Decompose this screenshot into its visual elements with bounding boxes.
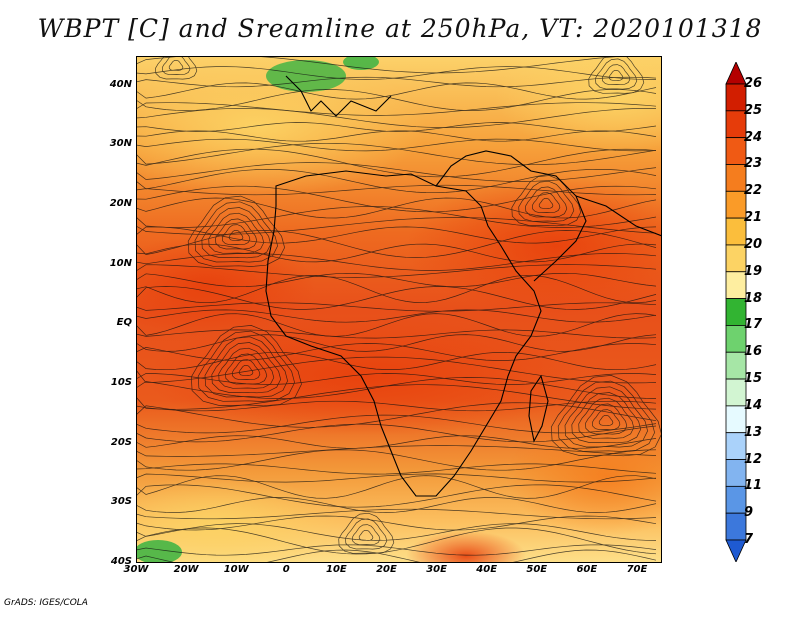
x-tick-label: 30W <box>123 564 149 575</box>
map-canvas <box>136 56 662 563</box>
colorbar <box>724 61 748 566</box>
colorbar-swatch <box>725 325 747 353</box>
y-tick-label: 20S <box>110 436 132 448</box>
colorbar-swatch <box>725 244 747 273</box>
colorbar-label: 12 <box>744 451 763 467</box>
colorbar-label: 17 <box>744 317 763 333</box>
colorbar-swatch <box>725 83 747 112</box>
y-tick-label: 10S <box>110 377 132 389</box>
y-tick-label: EQ <box>116 317 132 329</box>
colorbar-swatch <box>725 378 747 407</box>
colorbar-label: 11 <box>744 478 763 494</box>
x-tick-label: 10E <box>326 564 347 575</box>
colorbar-label: 26 <box>744 76 763 91</box>
colorbar-min-arrow <box>725 539 747 563</box>
colorbar-label: 16 <box>744 344 763 360</box>
colorbar-label: 19 <box>744 263 763 279</box>
colorbar-label: 14 <box>744 397 763 413</box>
colorbar-label: 24 <box>744 129 763 145</box>
colorbar-label: 18 <box>744 290 763 306</box>
colorbar-label: 7 <box>744 532 754 547</box>
colorbar-swatch <box>725 110 747 139</box>
colorbar-label: 13 <box>744 424 763 440</box>
colorbar-swatch <box>725 137 747 165</box>
colorbar-max-arrow <box>725 61 747 85</box>
coastlines <box>265 75 662 497</box>
colorbar-label: 9 <box>744 505 754 521</box>
colorbar-swatch <box>725 351 747 380</box>
chart-title: WBPT [C] and Sreamline at 250hPa, VT: 20… <box>37 14 763 43</box>
colorbar-swatches <box>725 61 747 563</box>
streamlines <box>136 56 662 563</box>
x-tick-label: 10W <box>223 564 249 575</box>
x-tick-label: 30E <box>426 564 447 575</box>
x-tick-label: 50E <box>526 564 548 575</box>
colorbar-label: 25 <box>744 102 763 118</box>
x-tick-label: 70E <box>626 564 648 575</box>
colorbar-swatch <box>725 512 747 541</box>
colorbar-label: 22 <box>744 183 763 199</box>
grads-credit: GrADS: IGES/COLA <box>4 598 88 608</box>
colorbar-swatch <box>725 190 747 219</box>
y-tick-label: 10N <box>109 257 132 269</box>
colorbar-label: 20 <box>744 236 763 252</box>
plot-frame <box>136 56 662 563</box>
colorbar-swatch <box>725 271 747 299</box>
x-tick-label: 60E <box>576 564 598 575</box>
colorbar-label: 23 <box>744 156 763 172</box>
colorbar-swatch <box>725 164 747 192</box>
x-tick-label: 20E <box>376 564 397 575</box>
y-tick-label: 20N <box>109 198 132 210</box>
y-tick-label: 40N <box>109 78 132 90</box>
colorbar-label: 15 <box>744 371 763 387</box>
y-tick-label: 40S <box>110 556 132 567</box>
colorbar-swatch <box>725 432 747 460</box>
x-tick-label: 40E <box>476 564 498 575</box>
colorbar-swatch <box>725 405 747 434</box>
y-tick-label: 30S <box>110 496 132 508</box>
colorbar-swatch <box>725 217 747 246</box>
colorbar-label: 21 <box>744 210 763 226</box>
x-tick-label: 20W <box>173 564 199 575</box>
colorbar-swatch <box>725 485 747 514</box>
map-plot-area <box>136 56 662 563</box>
y-tick-label: 30N <box>109 138 132 150</box>
colorbar-swatch <box>725 459 747 487</box>
x-tick-label: 0 <box>282 564 290 575</box>
colorbar-swatch <box>725 298 747 326</box>
